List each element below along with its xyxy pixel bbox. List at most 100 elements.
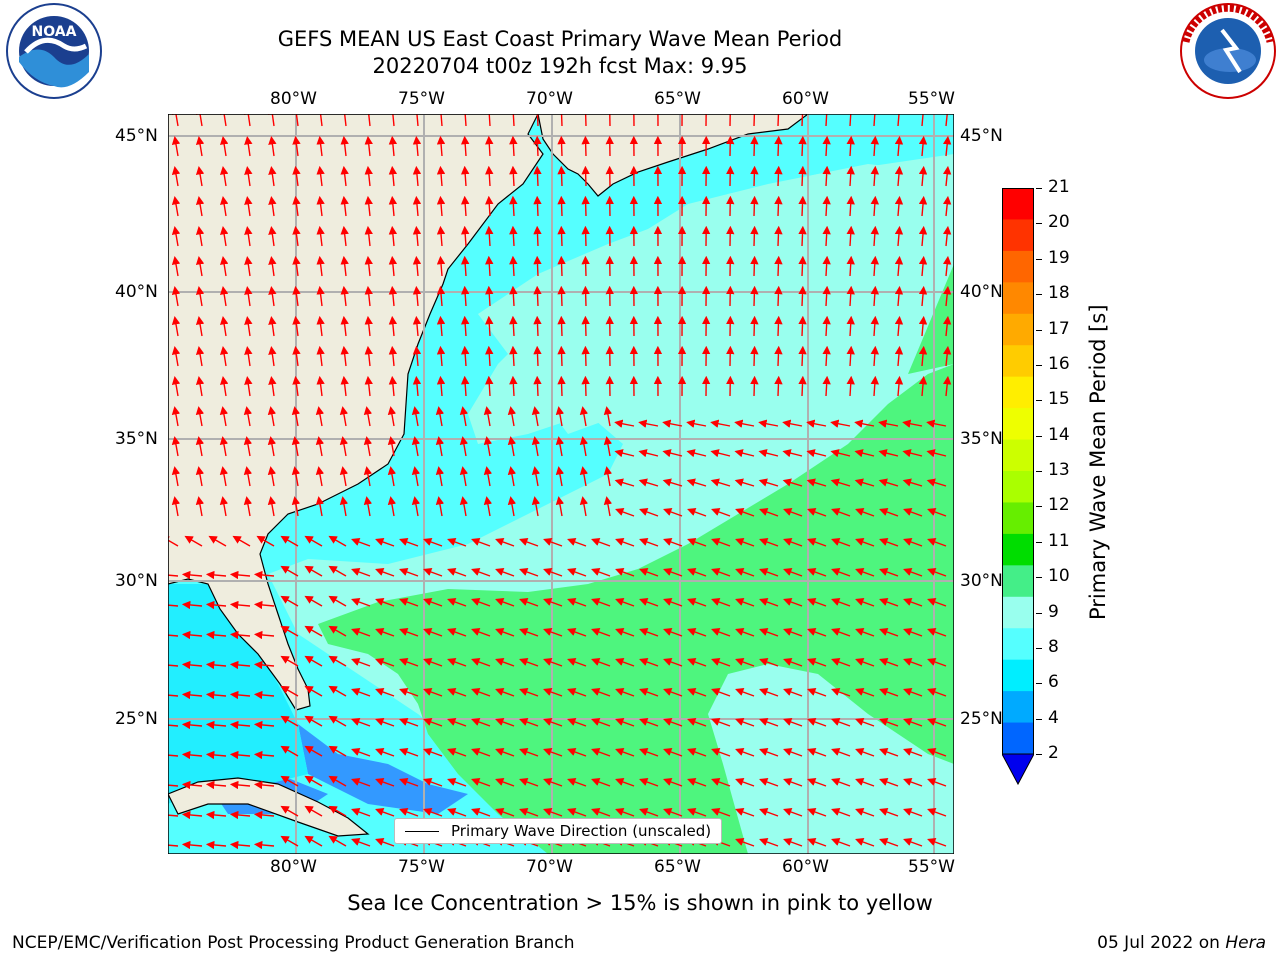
wave-arrow — [735, 688, 755, 697]
colorbar-frame — [1002, 188, 1034, 755]
wave-arrow — [340, 375, 349, 397]
wave-arrow — [495, 658, 515, 667]
wave-arrow — [243, 436, 253, 457]
wave-arrow — [735, 748, 755, 757]
wave-arrow — [220, 286, 229, 307]
wave-arrow — [798, 285, 807, 307]
wave-arrow — [806, 478, 827, 487]
wave-arrow — [509, 315, 518, 337]
wave-arrow — [351, 778, 371, 787]
wave-arrow — [614, 419, 635, 428]
wave-arrow — [581, 225, 590, 247]
wave-arrow — [894, 345, 904, 367]
wave-arrow — [903, 658, 923, 667]
wave-arrow — [509, 255, 518, 277]
wave-arrow — [807, 568, 827, 577]
wave-arrow — [831, 808, 851, 817]
wave-arrow — [316, 285, 325, 307]
wave-arrow — [555, 406, 565, 427]
wave-arrow — [831, 718, 851, 727]
wave-arrow — [639, 748, 659, 757]
colorbar-tick-mark — [1036, 471, 1042, 472]
wave-arrow — [798, 345, 807, 367]
wave-arrow — [412, 315, 422, 337]
wave-arrow — [927, 568, 947, 577]
wave-arrow — [291, 466, 301, 487]
wave-arrow — [423, 718, 443, 727]
wave-arrow — [388, 285, 398, 307]
colorbar-tick-mark — [1036, 683, 1042, 685]
wave-arrow — [292, 255, 301, 277]
wave-arrow — [519, 748, 539, 757]
wave-arrow — [735, 658, 755, 667]
wave-arrow — [735, 808, 755, 817]
wave-arrow — [663, 778, 683, 787]
colorbar-tick-label: 9 — [1048, 601, 1059, 622]
wave-arrow — [927, 658, 947, 667]
wave-arrow — [711, 748, 731, 757]
wave-arrow — [639, 508, 659, 517]
wave-arrow — [822, 195, 831, 217]
wave-arrow — [363, 466, 373, 487]
wave-arrow — [798, 105, 807, 127]
colorbar-tick-label: 15 — [1048, 389, 1070, 410]
wave-arrow — [375, 658, 395, 667]
wave-arrow — [316, 345, 325, 367]
wave-arrow — [591, 688, 611, 697]
wave-arrow — [460, 135, 470, 157]
wave-arrow — [943, 135, 952, 157]
wave-arrow — [351, 748, 371, 757]
wave-arrow — [878, 478, 899, 487]
wave-arrow — [615, 538, 635, 547]
wave-arrow — [830, 449, 851, 458]
wave-arrow — [918, 345, 928, 367]
wave-arrow — [615, 628, 635, 637]
map-panel: Primary Wave Direction (unscaled) — [157, 105, 955, 855]
wave-arrow — [735, 628, 755, 637]
wave-arrow — [581, 135, 590, 157]
wave-arrow — [854, 449, 875, 458]
wave-arrow — [807, 508, 827, 517]
wave-arrow — [822, 135, 831, 157]
wave-arrow — [364, 285, 373, 307]
wave-arrow — [280, 535, 299, 547]
wave-arrow — [918, 195, 928, 217]
wave-arrow — [687, 538, 707, 547]
wave-arrow — [280, 775, 299, 787]
colorbar-swatch — [1002, 345, 1034, 378]
chart-title-line2: 20220704 t00z 192h fcst Max: 9.95 — [372, 54, 748, 78]
wave-arrow — [711, 718, 731, 727]
wave-arrow — [783, 568, 803, 577]
wave-arrow — [195, 496, 205, 517]
wave-arrow — [328, 625, 347, 637]
wave-arrow — [807, 538, 827, 547]
wave-arrow — [639, 628, 659, 637]
wave-arrow — [339, 496, 349, 517]
wave-arrow — [663, 508, 683, 517]
wave-arrow — [495, 538, 515, 547]
wave-arrow — [460, 285, 470, 307]
wave-arrow — [711, 688, 731, 697]
wave-arrow — [750, 105, 759, 127]
wave-arrow — [927, 628, 947, 637]
wave-arrow — [614, 449, 635, 458]
wave-arrow — [340, 225, 349, 247]
wave-arrow — [268, 226, 277, 247]
wave-arrow — [774, 285, 783, 307]
wave-arrow — [879, 598, 899, 607]
colorbar-title: Primary Wave Mean Period [s] — [1086, 304, 1110, 620]
wave-arrow — [543, 658, 563, 667]
wave-arrow — [807, 658, 827, 667]
wave-arrow — [581, 255, 590, 277]
wave-arrow — [735, 718, 755, 727]
wave-arrow — [711, 628, 731, 637]
wave-arrow — [807, 598, 827, 607]
footer-credit: NCEP/EMC/Verification Post Processing Pr… — [12, 933, 575, 953]
wave-arrow — [831, 628, 851, 637]
wave-arrow — [268, 316, 277, 337]
wave-arrow — [711, 808, 731, 817]
wave-arrow — [388, 225, 398, 247]
wave-arrow — [195, 136, 205, 157]
wave-arrow — [315, 406, 325, 427]
colorbar-tick-label: 13 — [1048, 460, 1070, 480]
